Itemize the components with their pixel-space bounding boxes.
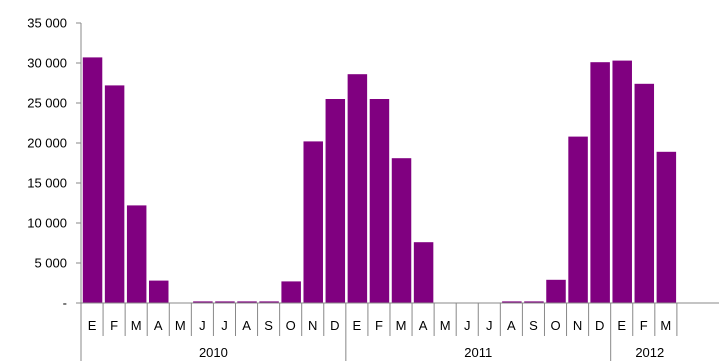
- x-tick-label: A: [419, 318, 428, 333]
- bar: [281, 281, 301, 303]
- x-tick-label: A: [242, 318, 251, 333]
- x-tick-label: A: [154, 318, 163, 333]
- x-tick-label: D: [330, 318, 339, 333]
- x-tick-label: O: [286, 318, 296, 333]
- y-tick-label: 15 000: [27, 176, 67, 191]
- x-tick-label: M: [440, 318, 451, 333]
- bar: [524, 301, 544, 303]
- y-tick-label: -: [63, 296, 67, 311]
- year-label: 2010: [199, 345, 228, 360]
- x-tick-label: S: [264, 318, 273, 333]
- y-tick-label: 5 000: [34, 256, 67, 271]
- x-tick-label: D: [595, 318, 604, 333]
- year-label: 2012: [635, 345, 664, 360]
- y-tick-label: 30 000: [27, 56, 67, 71]
- x-tick-label: S: [529, 318, 538, 333]
- x-tick-label: M: [660, 318, 671, 333]
- x-tick-label: M: [175, 318, 186, 333]
- bar: [546, 279, 566, 303]
- bar: [634, 83, 655, 303]
- bars: [82, 57, 677, 304]
- bar: [656, 151, 677, 303]
- bar: [391, 158, 412, 303]
- bar: [193, 301, 213, 303]
- x-tick-label: J: [221, 318, 228, 333]
- x-tick-label: O: [550, 318, 560, 333]
- x-tick-label: J: [199, 318, 206, 333]
- x-tick-label: E: [88, 318, 97, 333]
- x-tick-label: A: [507, 318, 516, 333]
- year-label: 2011: [464, 345, 492, 360]
- bar: [148, 280, 169, 303]
- bar: [237, 301, 257, 303]
- bar: [82, 57, 103, 304]
- bar: [215, 301, 235, 303]
- x-tick-label: F: [375, 318, 383, 333]
- bar: [347, 74, 368, 303]
- bar: [612, 60, 632, 303]
- x-tick-label: J: [486, 318, 493, 333]
- bar: [590, 62, 610, 304]
- bar: [126, 205, 147, 303]
- x-tick-label: M: [131, 318, 142, 333]
- x-tick-label: N: [573, 318, 582, 333]
- bar: [413, 242, 434, 303]
- bar: [369, 99, 390, 303]
- x-tick-label: E: [353, 318, 362, 333]
- x-tick-label: J: [464, 318, 471, 333]
- x-tick-label: N: [308, 318, 317, 333]
- y-tick-label: 35 000: [27, 16, 67, 31]
- y-tick-label: 10 000: [27, 216, 67, 231]
- x-tick-label: F: [110, 318, 118, 333]
- y-axis: - 5 000 10 000 15 000 20 000 25 000 30 000 35 0…: [27, 16, 82, 311]
- bar: [325, 99, 346, 303]
- bar: [303, 141, 323, 303]
- x-tick-label: M: [396, 318, 407, 333]
- x-tick-label: F: [640, 318, 648, 333]
- bar: [568, 136, 588, 303]
- y-tick-label: 25 000: [27, 96, 67, 111]
- y-tick-label: 20 000: [27, 136, 67, 151]
- x-tick-label: E: [617, 318, 626, 333]
- bar: [259, 301, 279, 303]
- bar: [104, 85, 125, 304]
- bar: [502, 301, 522, 303]
